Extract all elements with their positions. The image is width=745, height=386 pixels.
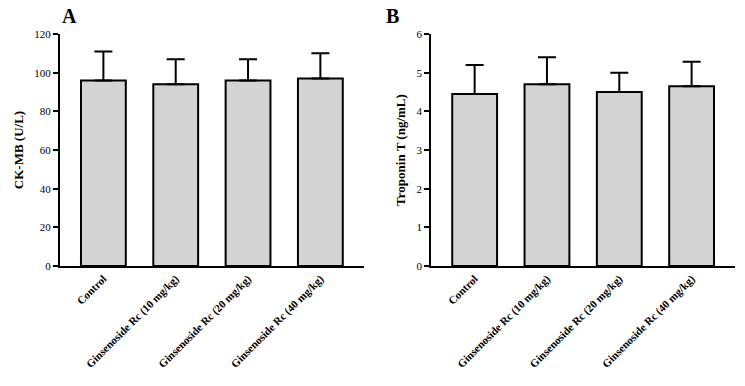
svg-text:Ginsenoside Rc (20 mg/kg): Ginsenoside Rc (20 mg/kg) [527, 272, 625, 370]
svg-text:20: 20 [40, 221, 52, 233]
svg-text:Control: Control [446, 273, 480, 307]
svg-text:Ginsenoside Rc (40 mg/kg): Ginsenoside Rc (40 mg/kg) [600, 272, 698, 370]
svg-text:80: 80 [40, 105, 52, 117]
svg-text:Ginsenoside Rc (20 mg/kg): Ginsenoside Rc (20 mg/kg) [156, 272, 254, 370]
svg-text:Ginsenoside Rc (40 mg/kg): Ginsenoside Rc (40 mg/kg) [228, 272, 326, 370]
svg-text:100: 100 [34, 67, 51, 79]
svg-text:B: B [386, 5, 399, 27]
svg-text:120: 120 [34, 28, 51, 40]
svg-text:1: 1 [417, 221, 423, 233]
svg-text:40: 40 [40, 183, 52, 195]
svg-text:3: 3 [417, 144, 423, 156]
svg-text:Ginsenoside Rc (10 mg/kg): Ginsenoside Rc (10 mg/kg) [84, 272, 182, 370]
svg-text:Troponin T (ng/mL): Troponin T (ng/mL) [393, 94, 408, 206]
svg-text:6: 6 [417, 28, 423, 40]
svg-text:0: 0 [417, 260, 423, 272]
svg-text:5: 5 [417, 67, 423, 79]
svg-text:A: A [62, 5, 77, 27]
svg-text:0: 0 [45, 260, 51, 272]
svg-text:CK-MB (U/L): CK-MB (U/L) [11, 111, 26, 189]
svg-text:4: 4 [417, 105, 423, 117]
svg-text:2: 2 [417, 183, 423, 195]
svg-text:60: 60 [40, 144, 52, 156]
svg-text:Control: Control [74, 273, 108, 307]
svg-text:Ginsenoside Rc (10 mg/kg): Ginsenoside Rc (10 mg/kg) [455, 272, 553, 370]
